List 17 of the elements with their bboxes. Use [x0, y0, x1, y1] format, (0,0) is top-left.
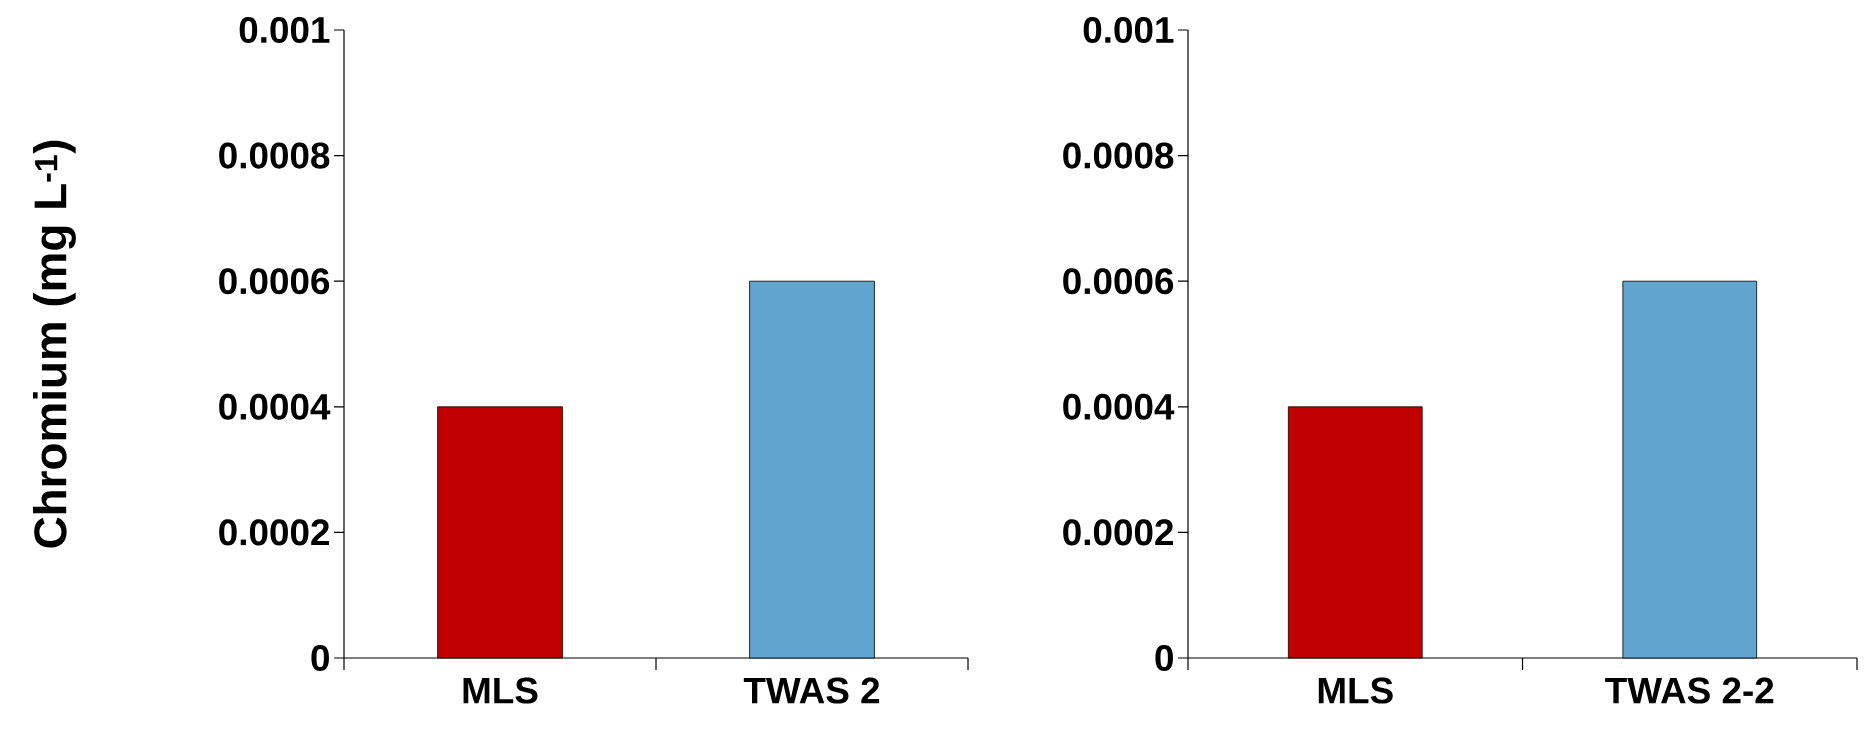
- x-tick-label: TWAS 2-2: [1605, 677, 1774, 704]
- y-tick-label: 0.001: [239, 16, 330, 44]
- y-tick-label: 0: [1155, 644, 1173, 672]
- y-axis-title: Chromium (mg L$^{-1}$): [32, 140, 76, 548]
- x-tick-label: MLS: [1318, 677, 1393, 704]
- y-tick-label: 0.0004: [1063, 393, 1175, 420]
- y-tick-label: 0.0004: [219, 393, 331, 420]
- y-tick-label: 0.001: [1083, 16, 1174, 44]
- y-tick-label: 0: [311, 644, 329, 672]
- y-tick-label: 0.0006: [1063, 268, 1174, 295]
- y-tick-label: 0.0002: [1063, 519, 1173, 546]
- y-tick-label: 0.0002: [219, 519, 329, 546]
- y-tick-label: 0.0008: [1063, 142, 1174, 169]
- x-tick-label: MLS: [463, 677, 538, 704]
- y-tick-label: 0.0008: [219, 142, 330, 169]
- y-tick-label: 0.0006: [219, 268, 330, 295]
- x-tick-label: TWAS 2: [743, 677, 880, 704]
